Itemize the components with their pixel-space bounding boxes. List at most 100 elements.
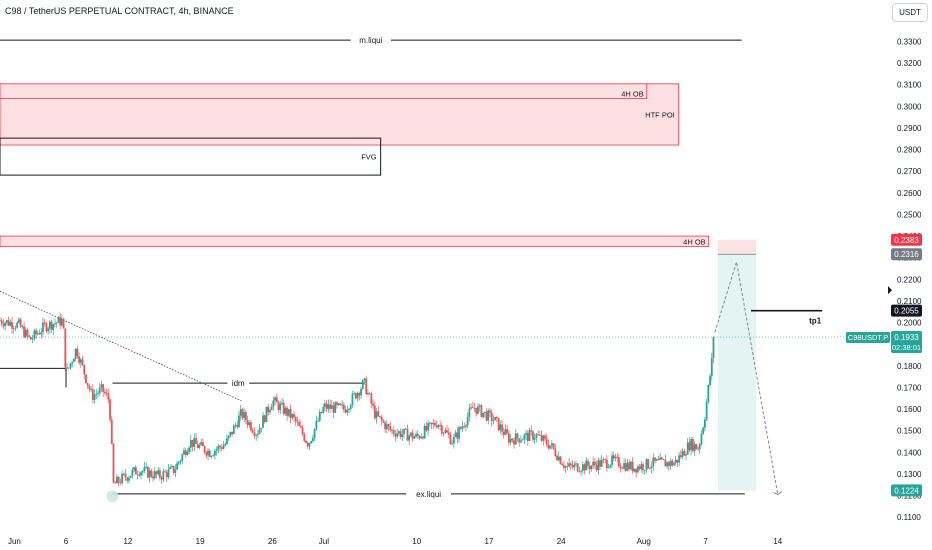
price-label-badge xyxy=(891,304,922,317)
zone-layer: HTF POI 4H OB 4H OB FVG xyxy=(0,83,757,491)
candle-body xyxy=(499,424,502,431)
candle-body xyxy=(605,459,608,468)
candle-body xyxy=(219,445,221,448)
price-tick-label: 0.2000 xyxy=(897,319,922,328)
candle-body xyxy=(647,459,650,469)
candle-body xyxy=(134,467,137,475)
price-label-text: 0.2383 xyxy=(894,236,919,245)
candle-body xyxy=(573,464,576,468)
candle-body xyxy=(169,467,172,470)
candle-body xyxy=(95,393,98,395)
candle-body xyxy=(533,437,536,440)
candle-body xyxy=(226,438,228,445)
candle-body xyxy=(59,317,62,326)
candle-body xyxy=(122,473,125,475)
candle-body xyxy=(189,440,192,448)
candle-body xyxy=(100,384,103,388)
candle-body xyxy=(52,324,55,330)
candle-body xyxy=(210,455,213,457)
candle-body xyxy=(30,337,32,340)
candle-body xyxy=(587,460,589,466)
candle-body xyxy=(556,455,558,461)
candle-body xyxy=(214,450,216,456)
candle-body xyxy=(287,408,290,416)
candle-body xyxy=(382,420,385,423)
candle-body xyxy=(162,471,165,480)
candle-body xyxy=(128,477,130,481)
candle-body xyxy=(114,482,117,484)
candle-body xyxy=(353,393,356,394)
candle-body xyxy=(212,455,215,457)
candle-body xyxy=(542,435,545,441)
candle-body xyxy=(559,456,562,464)
candle-body xyxy=(339,403,342,406)
candle-body xyxy=(361,380,364,389)
candle-body xyxy=(449,434,452,445)
candle-body xyxy=(442,432,445,434)
candle-body xyxy=(530,430,533,432)
price-label-badge xyxy=(891,233,922,246)
candle-body xyxy=(654,457,656,461)
candle-body xyxy=(19,319,22,327)
candle-body xyxy=(631,461,634,472)
candle-body xyxy=(33,330,36,339)
candle-body xyxy=(312,437,314,441)
candle-body xyxy=(520,440,522,443)
candle-body xyxy=(62,318,65,329)
candle-body xyxy=(54,323,56,325)
candle-body xyxy=(403,428,405,434)
candle-body xyxy=(26,329,29,336)
candle-body xyxy=(451,443,454,445)
candle-body xyxy=(673,463,675,466)
candle-body xyxy=(246,420,249,426)
candle-body xyxy=(342,404,345,410)
candle-body xyxy=(420,436,423,439)
current-price-badge xyxy=(891,331,922,354)
candle-body xyxy=(36,333,39,335)
candle-body xyxy=(458,427,460,439)
candle-body xyxy=(554,448,557,456)
candle-body xyxy=(55,322,58,324)
candle-body xyxy=(337,403,340,405)
candle-body xyxy=(281,402,283,404)
candle-body xyxy=(126,477,129,481)
candle-body xyxy=(186,451,189,455)
candle-body xyxy=(188,447,191,452)
fvg-box xyxy=(0,137,382,176)
candle-body xyxy=(234,424,237,426)
candle-body xyxy=(636,466,639,473)
level-label: ex.liqui xyxy=(416,490,441,499)
candle-body xyxy=(664,459,667,467)
candle-body xyxy=(327,404,330,409)
candle-body xyxy=(155,471,158,475)
candle-body xyxy=(277,402,280,411)
candle-body xyxy=(294,417,297,422)
candle-body xyxy=(526,432,529,441)
candle-body xyxy=(528,430,531,441)
candle-body xyxy=(379,416,381,417)
candle-body xyxy=(545,438,548,445)
candle-body xyxy=(478,405,481,407)
candle-body xyxy=(274,397,276,401)
price-label-text: 0.2316 xyxy=(894,250,919,259)
candle-body xyxy=(177,461,180,464)
candle-body xyxy=(4,322,7,327)
candle-body xyxy=(269,409,271,413)
price-tick-label: 0.2200 xyxy=(897,275,922,284)
candle-body xyxy=(251,430,254,433)
candle-body xyxy=(183,450,185,455)
candle-body xyxy=(640,464,643,470)
candle-body xyxy=(73,358,75,363)
candle-body xyxy=(253,432,256,436)
candle-body xyxy=(690,439,693,451)
candle-body xyxy=(430,422,433,425)
candle-body xyxy=(31,338,34,340)
candle-body xyxy=(152,476,154,479)
candle-body xyxy=(5,320,8,323)
candle-body xyxy=(679,455,682,458)
candle-body xyxy=(599,460,601,467)
price-tick-label: 0.3100 xyxy=(897,81,922,90)
candle-body xyxy=(133,467,136,471)
currency-selector[interactable]: USDT xyxy=(892,3,928,22)
